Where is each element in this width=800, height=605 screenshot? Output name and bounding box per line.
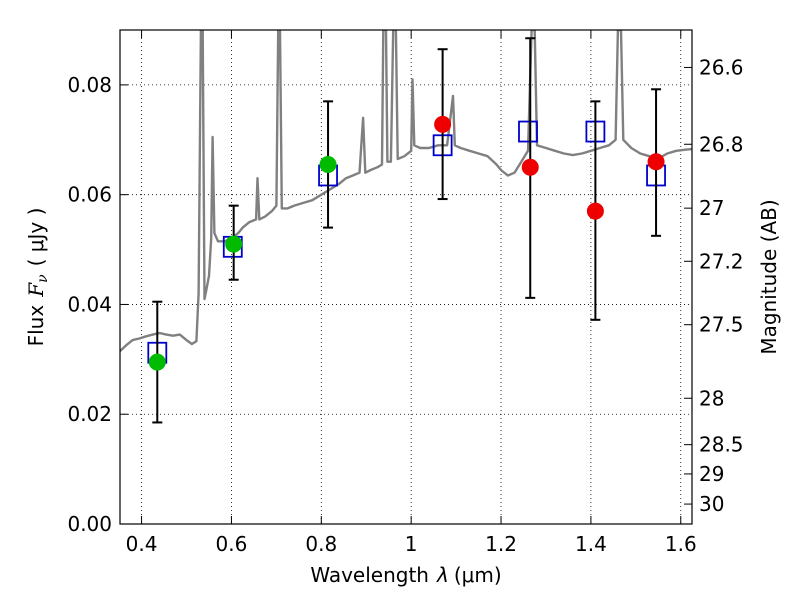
x-tick-label: 1.4 (575, 532, 607, 556)
x-tick-label: 1.2 (485, 532, 517, 556)
y-tick-label: 0.08 (67, 73, 112, 97)
y2-tick-label: 26.6 (699, 55, 744, 79)
y2-tick-label: 27.5 (699, 313, 744, 337)
x-tick-label: 0.4 (126, 532, 158, 556)
y2-tick-label: 27 (699, 196, 724, 220)
x-tick-label: 0.8 (305, 532, 337, 556)
green-observed-point (319, 155, 337, 173)
y-tick-label: 0.02 (67, 402, 112, 426)
x-tick-label: 1.6 (665, 532, 697, 556)
x-axis-label: Wavelength λ (μm) (310, 563, 501, 587)
axis-ticks: 0.4 0.6 0.8 1 1.2 1.4 1.6 0.00 0.02 0.04 0.06 0.08 2… (67, 30, 744, 556)
y2-tick-label: 26.8 (699, 132, 744, 156)
y2-tick-label: 29 (699, 462, 724, 486)
model-spectrum-line (120, 30, 692, 352)
y2-axis-label: Magnitude (AB) (757, 199, 781, 354)
errorbar-caps (148, 37, 665, 424)
y-tick-label: 0.06 (67, 183, 112, 207)
red-observed-point (434, 115, 452, 133)
green-observed-point (148, 353, 166, 371)
y-axis-label: FluxFν( μJy ) (24, 208, 51, 347)
red-observed-point (521, 158, 539, 176)
red-observed-point (647, 153, 665, 171)
plot-frame (119, 29, 693, 525)
y2-tick-label: 30 (699, 492, 724, 516)
red-observed-point (586, 202, 604, 220)
x-tick-label: 0.6 (216, 532, 248, 556)
grid (120, 30, 692, 525)
plot-area (120, 30, 692, 364)
y2-tick-label: 27.2 (699, 249, 744, 273)
model-photometry-square (518, 120, 538, 143)
y-tick-label: 0.00 (67, 512, 112, 536)
green-observed-point (225, 235, 243, 253)
x-tick-label: 1 (405, 532, 418, 556)
y2-tick-label: 28 (699, 386, 724, 410)
y2-tick-label: 28.5 (699, 433, 744, 457)
y-tick-label: 0.04 (67, 292, 112, 316)
